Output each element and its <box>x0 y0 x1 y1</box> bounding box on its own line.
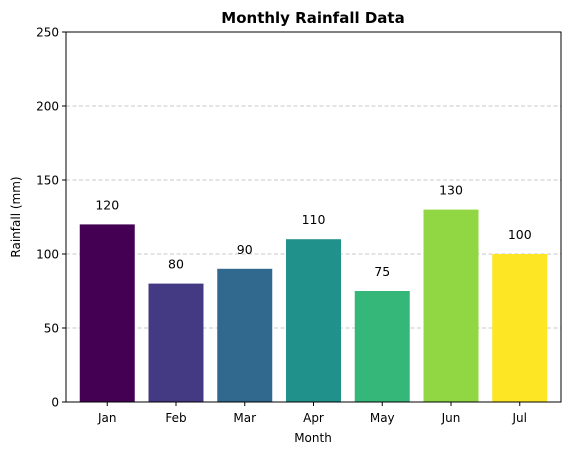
x-tick-label: Apr <box>303 411 324 425</box>
data-label: 130 <box>439 183 463 198</box>
x-tick-label: Jul <box>512 411 527 425</box>
y-tick-label: 150 <box>36 174 59 188</box>
x-axis-title: Month <box>294 431 332 445</box>
bar-mar <box>217 268 273 402</box>
y-tick-label: 0 <box>51 396 59 410</box>
bar-feb <box>148 283 204 402</box>
x-tick-label: Jan <box>97 411 117 425</box>
x-tick-label: Feb <box>165 411 186 425</box>
data-label: 90 <box>237 242 253 257</box>
x-axis-ticks: Jan Feb Mar Apr May Jun Jul <box>97 402 527 425</box>
x-tick-label: Mar <box>233 411 256 425</box>
bar-jul <box>492 254 548 402</box>
data-label: 100 <box>508 227 532 242</box>
data-label: 120 <box>95 197 119 212</box>
y-axis-title: Rainfall (mm) <box>9 176 23 257</box>
bar-apr <box>286 239 341 402</box>
bar-jan <box>79 224 135 402</box>
data-label: 80 <box>168 257 184 272</box>
y-tick-label: 200 <box>36 100 59 114</box>
bars <box>79 209 548 402</box>
y-tick-label: 250 <box>36 26 59 40</box>
chart-title: Monthly Rainfall Data <box>221 9 404 27</box>
y-tick-label: 100 <box>36 248 59 262</box>
y-tick-label: 50 <box>44 322 59 336</box>
data-labels: 120 80 90 110 75 130 100 <box>95 183 531 279</box>
data-label: 75 <box>374 264 390 279</box>
x-tick-label: May <box>370 411 395 425</box>
x-tick-label: Jun <box>441 411 461 425</box>
y-axis-ticks: 0 50 100 150 200 250 <box>36 26 66 410</box>
bar-may <box>354 291 410 402</box>
data-label: 110 <box>302 212 326 227</box>
bar-jun <box>423 209 479 402</box>
